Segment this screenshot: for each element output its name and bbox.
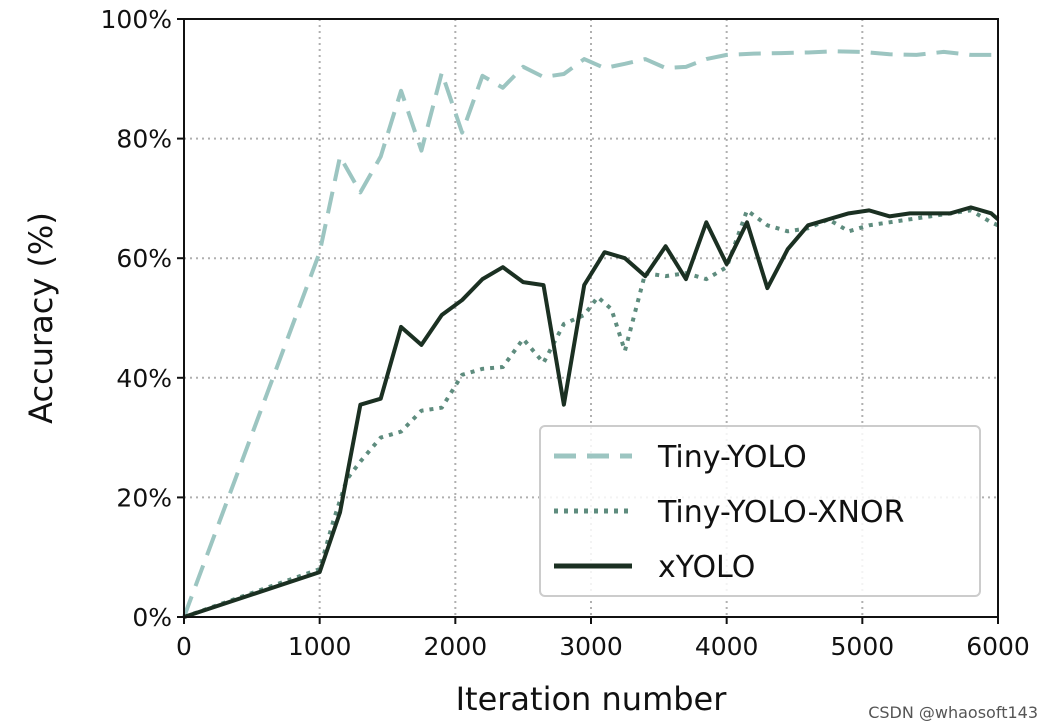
y-tick-label: 0%	[132, 603, 172, 632]
x-tick-label: 6000	[966, 632, 1030, 661]
legend: Tiny-YOLO Tiny-YOLO-XNOR xYOLO	[539, 425, 981, 597]
series-line-tiny-yolo	[182, 49, 998, 618]
x-axis-title: Iteration number	[456, 680, 728, 718]
legend-box	[539, 425, 981, 597]
x-tick-label: 0	[176, 632, 192, 661]
legend-label: Tiny-YOLO	[657, 440, 807, 475]
x-tick-label: 1000	[288, 632, 352, 661]
y-tick-label: 100%	[101, 5, 172, 34]
x-tick-label: 5000	[831, 632, 895, 661]
x-tick-label: 4000	[695, 632, 759, 661]
watermark: CSDN @whaosoft143	[868, 703, 1038, 722]
x-tick-label: 3000	[559, 632, 623, 661]
legend-label: xYOLO	[658, 550, 755, 585]
y-tick-label: 80%	[116, 125, 172, 154]
series-lines	[182, 49, 1000, 619]
axis-ticks: 0 1000 2000 3000 4000 5000 6000 0% 20% 40% 60% 80% 1…	[101, 5, 1030, 661]
y-tick-label: 40%	[116, 364, 172, 393]
y-tick-label: 60%	[116, 244, 172, 273]
y-axis-title: Accuracy (%)	[22, 212, 60, 424]
y-tick-label: 20%	[116, 483, 172, 512]
x-tick-label: 2000	[424, 632, 488, 661]
legend-label: Tiny-YOLO-XNOR	[657, 495, 904, 530]
series-line-xyolo	[183, 205, 1000, 619]
